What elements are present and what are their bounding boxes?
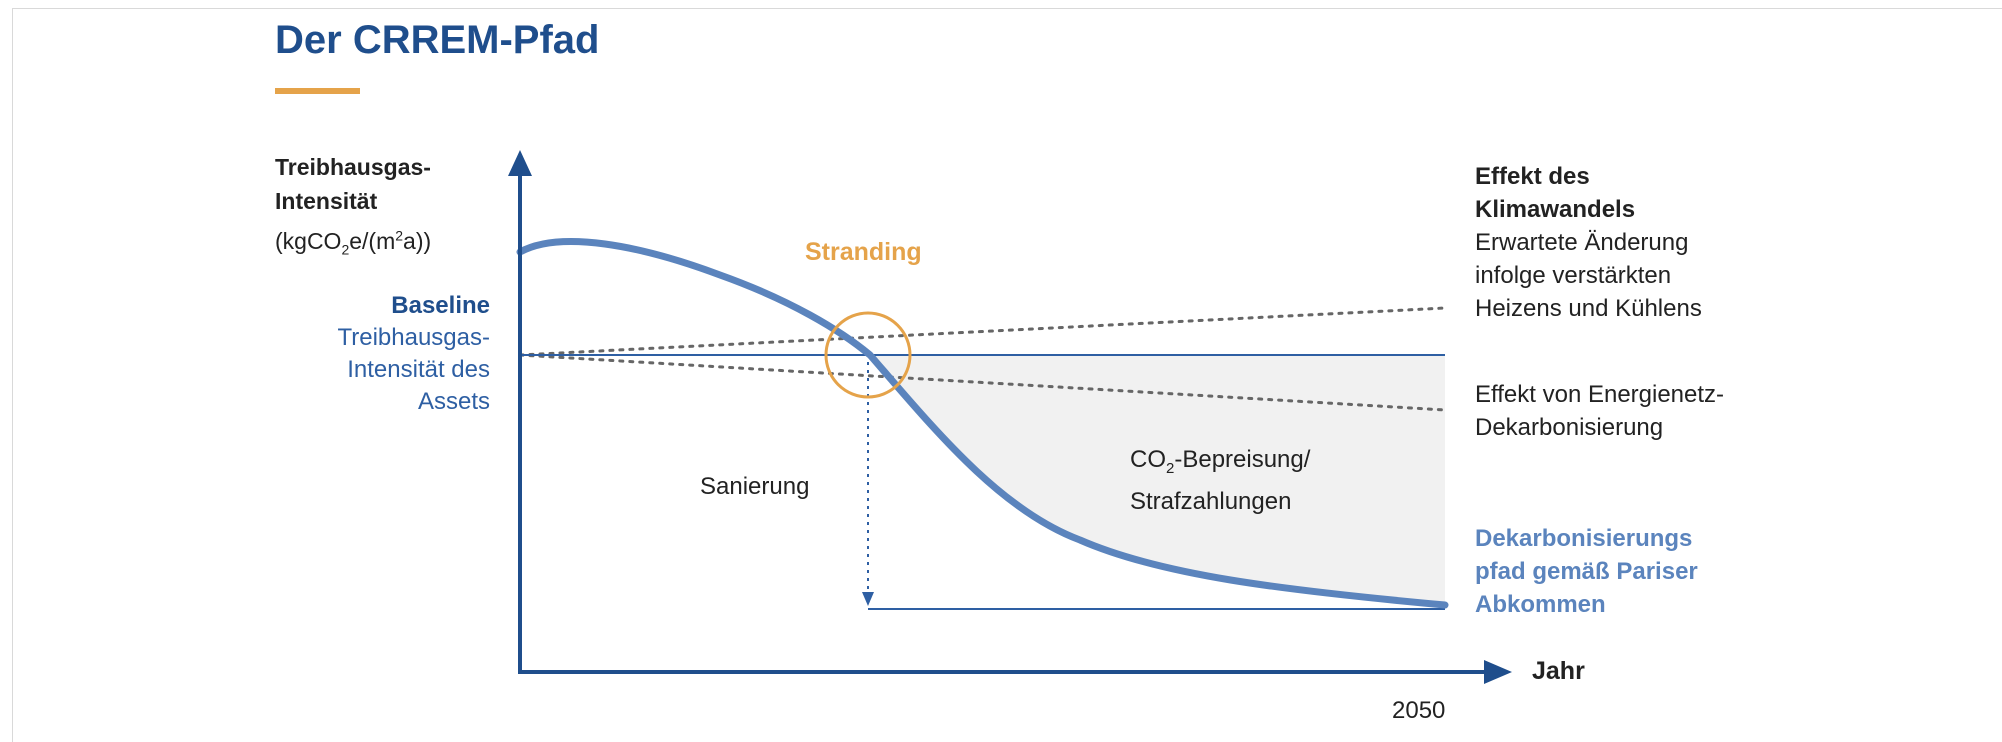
grid-line2: Dekarbonisierung [1475, 414, 1664, 441]
pathway-line1: Dekarbonisierungs [1475, 525, 1693, 552]
baseline-line2: Intensität des [347, 356, 490, 383]
sanierung-label: Sanierung [700, 473, 810, 500]
climate-effect-line [518, 306, 1447, 357]
decarbonisation-pathway [516, 238, 1449, 609]
y-axis-arrowhead [508, 150, 532, 176]
sanierung-arrowhead [862, 592, 874, 606]
grid-decarbonisation-line [518, 353, 1447, 412]
penalty-area [870, 355, 1445, 605]
grid-line1: Effekt von Energienetz- [1475, 381, 1725, 408]
baseline-label: Baseline Treibhausgas- Intensität des As… [337, 290, 490, 418]
baseline-line1: Treibhausgas- [337, 324, 490, 351]
y-axis-label-line2: Intensität [275, 188, 378, 214]
slide-frame [12, 8, 2002, 742]
climate-line2: infolge verstärkten [1475, 262, 1672, 289]
grid-effect-label: Effekt von Energienetz- Dekarbonisierung [1475, 378, 1724, 444]
climate-effect-label: Effekt des Klimawandels Erwartete Änderu… [1475, 160, 1702, 325]
pathway-line2: pfad gemäß Pariser [1475, 558, 1698, 585]
climate-line1: Erwartete Änderung [1475, 229, 1689, 256]
y-axis-unit: (kgCO2e/(m2a)) [275, 227, 432, 258]
x-axis-arrowhead [1484, 660, 1512, 684]
pathway-label: Dekarbonisierungs pfad gemäß Pariser Abk… [1475, 522, 1698, 621]
y-axis-label-line1: Treibhausgas- [275, 154, 431, 180]
co2-pricing-label: CO2-Bepreisung/ Strafzahlungen [1130, 446, 1311, 515]
climate-line3: Heizens und Kühlens [1475, 295, 1702, 322]
x-tick-2050: 2050 [1392, 697, 1446, 724]
pathway-line3: Abkommen [1475, 591, 1606, 618]
stranding-label: Stranding [805, 238, 922, 266]
page-title: Der CRREM-Pfad [275, 18, 600, 62]
baseline-line3: Assets [417, 388, 490, 415]
x-axis-label: Jahr [1532, 657, 1585, 685]
stranding-circle [824, 311, 912, 399]
y-axis-label: Treibhausgas- Intensität (kgCO2e/(m2a)) [275, 150, 431, 266]
co2-pricing-line2: Strafzahlungen [1130, 487, 1292, 515]
climate-heading1: Effekt des [1475, 163, 1590, 190]
climate-heading2: Klimawandels [1475, 196, 1636, 223]
baseline-heading: Baseline [391, 292, 490, 319]
title-underline [275, 88, 360, 94]
